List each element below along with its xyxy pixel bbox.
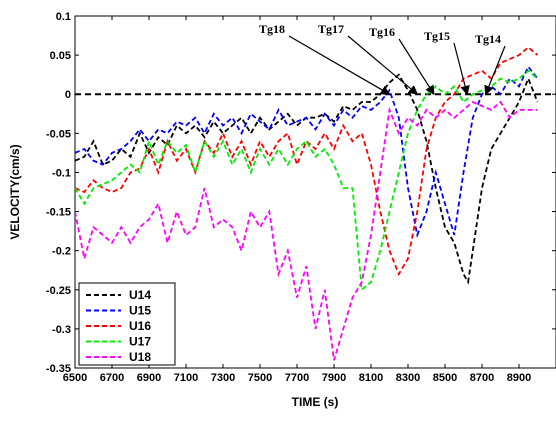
annotation-label-tg15: Tg15 xyxy=(424,29,450,43)
x-tick-label: 7100 xyxy=(174,372,198,384)
x-tick-label: 8500 xyxy=(433,372,457,384)
x-tick-label: 7300 xyxy=(211,372,235,384)
x-tick-label: 8100 xyxy=(359,372,383,384)
series-line-u18 xyxy=(75,100,538,361)
annotation-arrow xyxy=(453,42,470,96)
y-tick-label: -0.35 xyxy=(46,363,71,375)
x-tick-label: 8300 xyxy=(396,372,420,384)
x-tick-label: 6700 xyxy=(100,372,124,384)
annotation-arrow xyxy=(398,38,435,96)
x-axis-label: TIME (s) xyxy=(292,395,339,409)
x-tick-label: 6900 xyxy=(137,372,161,384)
annotation-label-tg16: Tg16 xyxy=(369,25,395,39)
y-tick-label: -0.05 xyxy=(46,128,71,140)
axis-ticks: 6500 6700 6900 7100 7300 7500 7700 7900 8100 8300… xyxy=(46,11,556,384)
series-line-u15 xyxy=(75,65,539,239)
annotation-arrow xyxy=(288,35,391,95)
y-tick-label: 0 xyxy=(65,89,71,101)
legend-label-u17: U17 xyxy=(129,335,151,349)
legend-box xyxy=(78,282,176,366)
series-line-u16 xyxy=(75,46,539,277)
annotation-label-tg14: Tg14 xyxy=(475,32,501,46)
legend-label-u16: U16 xyxy=(129,319,151,333)
x-tick-label: 8700 xyxy=(470,372,494,384)
annotation-arrow xyxy=(484,45,506,96)
x-tick-label: 8900 xyxy=(507,372,531,384)
y-tick-label: -0.3 xyxy=(52,324,71,336)
x-tick-label: 6500 xyxy=(63,372,87,384)
series-line-u14 xyxy=(75,73,539,285)
legend-label-u18: U18 xyxy=(129,350,151,364)
annotation-arrow xyxy=(347,35,419,95)
annotation-label-tg17: Tg17 xyxy=(318,22,344,36)
series-line-u17 xyxy=(75,69,539,292)
y-tick-label: 0.05 xyxy=(50,50,71,62)
x-tick-label: 7500 xyxy=(248,372,272,384)
y-tick-label: 0.1 xyxy=(56,11,71,23)
annotation-group: Tg18 Tg17 Tg16 Tg15 Tg14 xyxy=(259,22,506,96)
series-group xyxy=(75,46,556,361)
y-axis-label: VELOCITY(cm/s) xyxy=(8,144,22,239)
y-tick-label: -0.15 xyxy=(46,207,71,219)
y-tick-label: -0.1 xyxy=(52,167,71,179)
y-tick-label: -0.25 xyxy=(46,285,71,297)
x-tick-label: 7700 xyxy=(285,372,309,384)
legend-label-u14: U14 xyxy=(129,288,151,302)
legend-label-u15: U15 xyxy=(129,304,151,318)
y-tick-label: -0.2 xyxy=(52,246,71,258)
annotation-label-tg18: Tg18 xyxy=(259,22,285,36)
x-tick-label: 7900 xyxy=(322,372,346,384)
